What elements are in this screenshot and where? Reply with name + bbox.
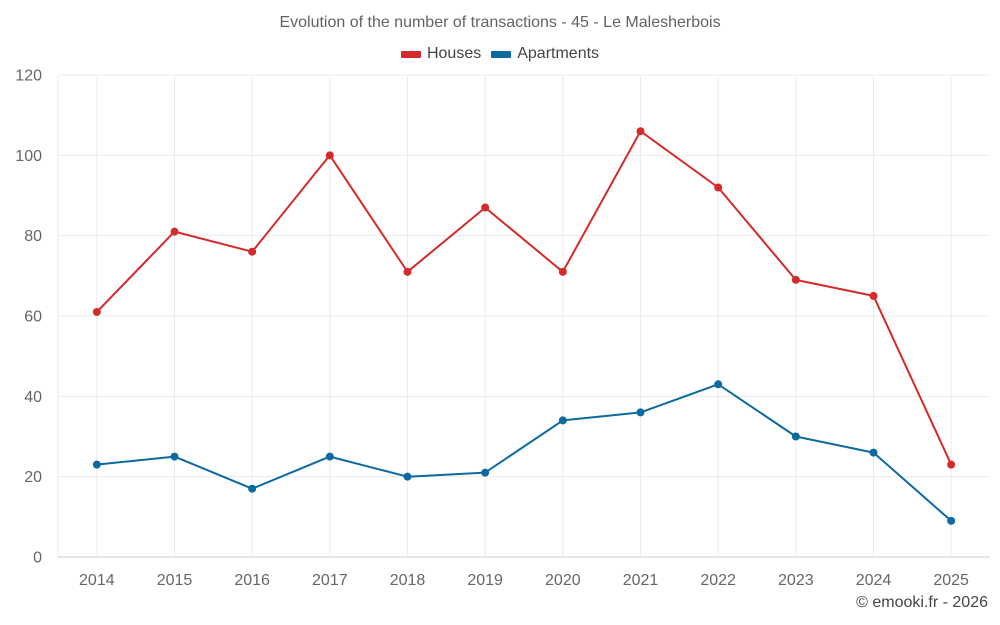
legend-label-houses: Houses <box>426 45 482 62</box>
data-point-houses-2018[interactable] <box>403 267 412 276</box>
legend: Houses Apartments <box>0 45 1000 63</box>
x-tick-label-2025: 2025 <box>933 572 969 589</box>
data-point-apartments-2022[interactable] <box>714 380 723 389</box>
x-tick-label-2022: 2022 <box>700 572 736 589</box>
y-tick-label-80: 80 <box>24 228 42 245</box>
y-tick-label-40: 40 <box>24 389 42 406</box>
x-tick-label-2021: 2021 <box>623 572 659 589</box>
data-point-apartments-2021[interactable] <box>636 408 645 417</box>
legend-item-apartments[interactable]: Apartments <box>491 45 599 63</box>
data-point-apartments-2016[interactable] <box>248 484 257 493</box>
data-point-houses-2015[interactable] <box>170 227 179 236</box>
x-tick-label-2014: 2014 <box>79 572 115 589</box>
data-point-houses-2022[interactable] <box>714 183 723 192</box>
y-tick-label-100: 100 <box>15 148 42 165</box>
x-tick-label-2020: 2020 <box>545 572 581 589</box>
x-tick-label-2016: 2016 <box>234 572 270 589</box>
x-tick-label-2015: 2015 <box>157 572 193 589</box>
data-point-houses-2017[interactable] <box>325 151 334 160</box>
x-tick-label-2024: 2024 <box>856 572 892 589</box>
series-line-apartments <box>96 383 952 522</box>
y-tick-label-120: 120 <box>15 68 42 85</box>
data-point-apartments-2017[interactable] <box>325 452 334 461</box>
x-tick-label-2023: 2023 <box>778 572 814 589</box>
y-tick-label-0: 0 <box>33 550 42 567</box>
legend-swatch-apartments <box>491 50 512 58</box>
credit-text: © emooki.fr - 2026 <box>856 594 988 611</box>
x-tick-label-2018: 2018 <box>390 572 426 589</box>
legend-label-apartments: Apartments <box>517 45 600 62</box>
x-tick-label-2017: 2017 <box>312 572 348 589</box>
data-point-houses-2016[interactable] <box>248 247 257 256</box>
series-line-houses <box>96 130 953 466</box>
data-point-houses-2014[interactable] <box>92 307 101 316</box>
x-tick-label-2019: 2019 <box>467 572 503 589</box>
y-tick-label-20: 20 <box>24 469 42 486</box>
data-point-apartments-2025[interactable] <box>947 516 956 525</box>
data-point-houses-2024[interactable] <box>869 291 878 300</box>
data-point-houses-2020[interactable] <box>558 267 567 276</box>
data-point-houses-2019[interactable] <box>481 203 490 212</box>
data-point-apartments-2019[interactable] <box>481 468 490 477</box>
data-point-houses-2023[interactable] <box>791 275 800 284</box>
y-tick-label-60: 60 <box>24 309 42 326</box>
data-point-apartments-2015[interactable] <box>170 452 179 461</box>
legend-item-houses[interactable]: Houses <box>400 45 482 63</box>
data-point-houses-2021[interactable] <box>636 127 645 136</box>
data-point-apartments-2020[interactable] <box>558 416 567 425</box>
chart-title: Evolution of the number of transactions … <box>279 14 721 31</box>
data-point-apartments-2023[interactable] <box>791 432 800 441</box>
data-point-houses-2025[interactable] <box>947 460 956 469</box>
data-point-apartments-2018[interactable] <box>403 472 412 481</box>
legend-swatch-houses <box>400 50 421 58</box>
data-point-apartments-2024[interactable] <box>869 448 878 457</box>
data-point-apartments-2014[interactable] <box>92 460 101 469</box>
